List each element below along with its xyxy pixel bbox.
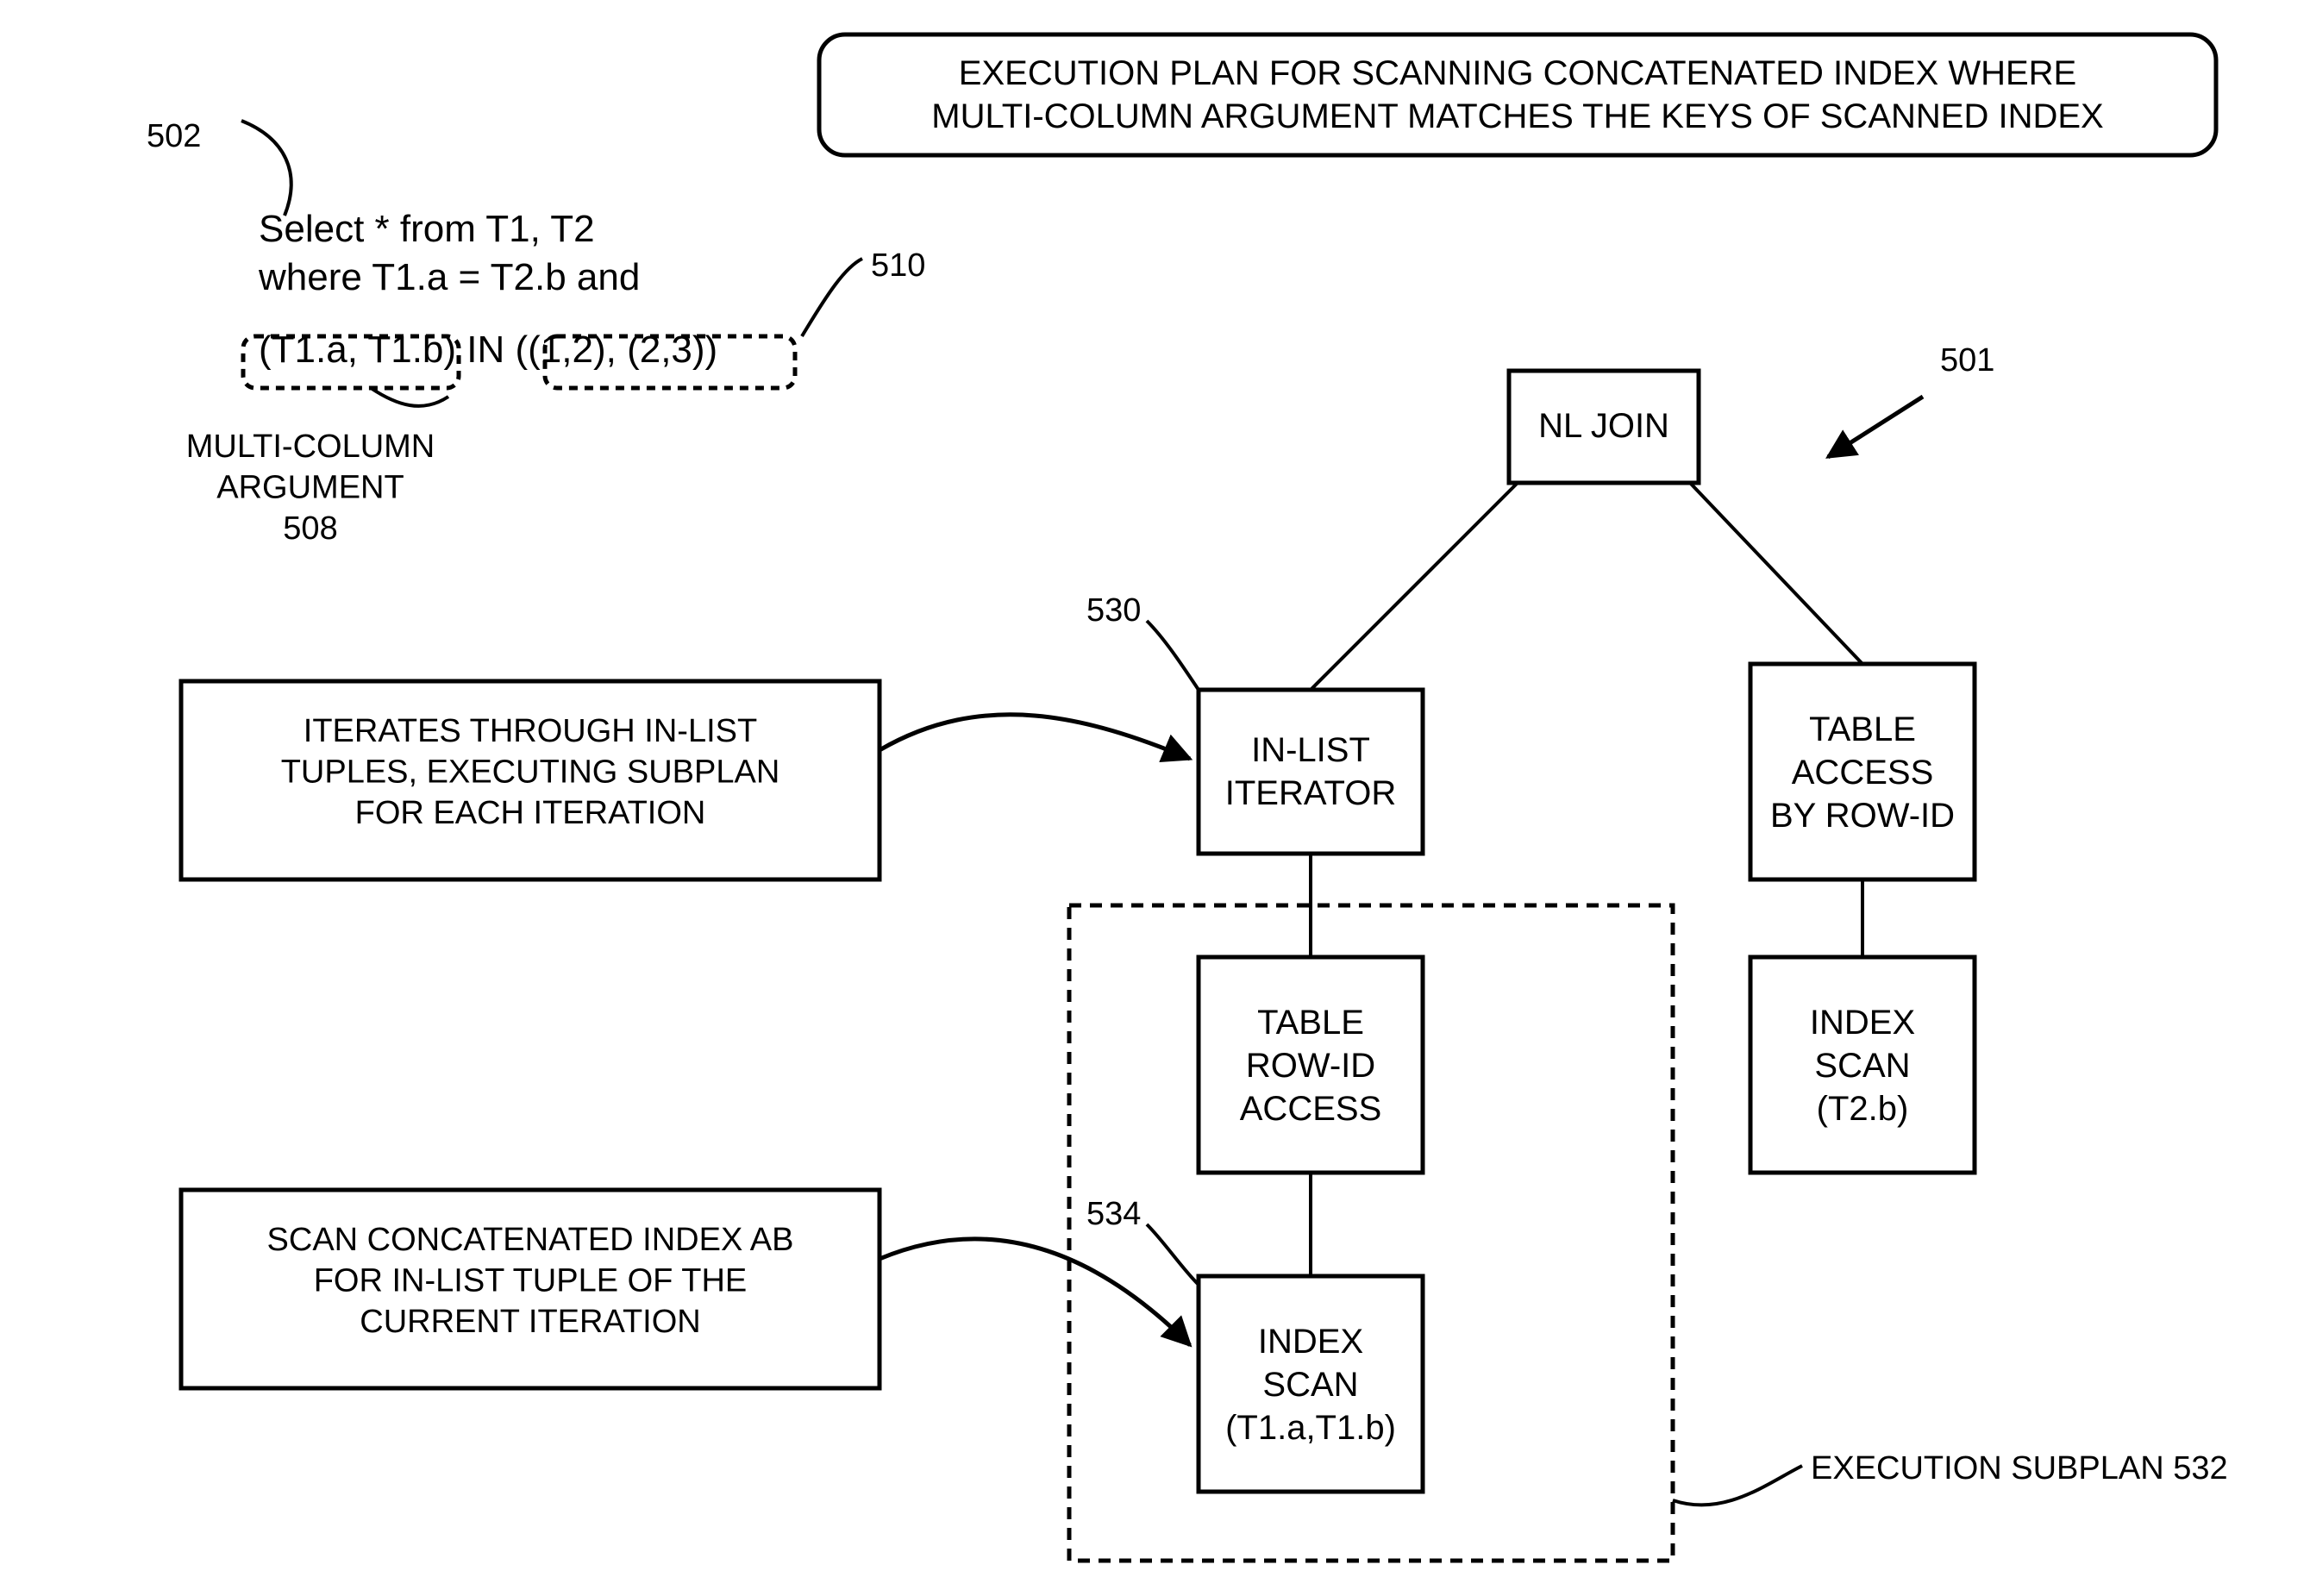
svg-text:EXECUTION SUBPLAN 532: EXECUTION SUBPLAN 532 [1811, 1450, 2228, 1486]
svg-text:INDEX: INDEX [1810, 1004, 1915, 1042]
svg-text:SCAN CONCATENATED INDEX AB: SCAN CONCATENATED INDEX AB [267, 1222, 794, 1258]
svg-text:501: 501 [1940, 342, 1994, 379]
svg-text:BY ROW-ID: BY ROW-ID [1770, 797, 1955, 835]
svg-text:TABLE: TABLE [1809, 710, 1916, 748]
svg-text:NL JOIN: NL JOIN [1538, 407, 1669, 445]
svg-text:FOR EACH ITERATION: FOR EACH ITERATION [355, 795, 706, 831]
execution-subplan-box [1069, 905, 1673, 1561]
svg-text:ITERATOR: ITERATOR [1225, 774, 1397, 812]
svg-text:ACCESS: ACCESS [1792, 754, 1934, 792]
edge-nl_join-iter [1311, 483, 1518, 690]
node-iter [1199, 690, 1423, 854]
svg-text:MULTI-COLUMN ARGUMENT MATCHES: MULTI-COLUMN ARGUMENT MATCHES THE KEYS O… [931, 97, 2103, 135]
svg-text:ROW-ID: ROW-ID [1246, 1047, 1375, 1085]
svg-text:SCAN: SCAN [1262, 1366, 1358, 1404]
ref-502-leader [241, 121, 291, 216]
svg-text:where T1.a = T2.b and: where T1.a = T2.b and [258, 256, 640, 298]
svg-text:SCAN: SCAN [1814, 1047, 1910, 1085]
svg-text:534: 534 [1086, 1196, 1141, 1232]
svg-text:FOR IN-LIST TUPLE OF THE: FOR IN-LIST TUPLE OF THE [314, 1263, 748, 1299]
ref-501-arrow [1828, 397, 1923, 457]
svg-text:(T2.b): (T2.b) [1817, 1090, 1909, 1128]
svg-text:TUPLES, EXECUTING SUBPLAN: TUPLES, EXECUTING SUBPLAN [281, 754, 780, 791]
svg-text:(T1.a, T1.b) IN ((1,2), (2,3: (T1.a, T1.b) IN ((1,2), (2,3)) [259, 329, 717, 371]
edge-nl_join-t2_access [1690, 483, 1862, 664]
svg-text:(T1.a,T1.b): (T1.a,T1.b) [1225, 1409, 1396, 1447]
svg-text:530: 530 [1086, 592, 1141, 629]
svg-text:CURRENT ITERATION: CURRENT ITERATION [360, 1304, 701, 1340]
svg-text:IN-LIST: IN-LIST [1251, 731, 1370, 769]
svg-text:ACCESS: ACCESS [1240, 1090, 1382, 1128]
title-box [819, 34, 2216, 155]
svg-text:508: 508 [283, 510, 337, 547]
svg-text:INDEX: INDEX [1258, 1323, 1363, 1361]
callout-arrow-1 [880, 715, 1190, 759]
svg-text:ARGUMENT: ARGUMENT [216, 470, 404, 506]
callout-arrow-2 [880, 1239, 1190, 1345]
svg-text:510: 510 [871, 247, 925, 284]
svg-text:Select * from T1, T2: Select * from T1, T2 [259, 208, 595, 250]
svg-text:EXECUTION PLAN FOR SCANNING CO: EXECUTION PLAN FOR SCANNING CONCATENATED… [959, 54, 2076, 92]
svg-text:TABLE: TABLE [1257, 1004, 1364, 1042]
svg-text:502: 502 [147, 118, 201, 154]
svg-text:MULTI-COLUMN: MULTI-COLUMN [186, 429, 435, 465]
svg-text:ITERATES THROUGH IN-LIST: ITERATES THROUGH IN-LIST [304, 713, 757, 749]
